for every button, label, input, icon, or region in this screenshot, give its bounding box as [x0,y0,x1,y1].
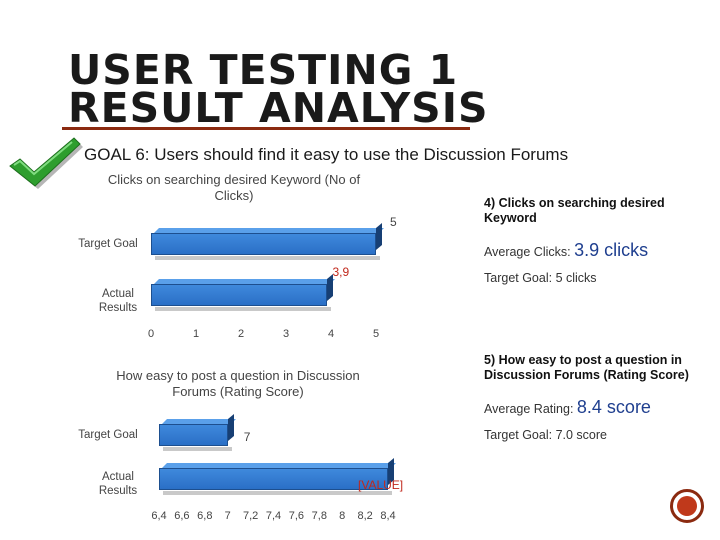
x-tick-label: 7,4 [265,510,282,522]
chart-title: How easy to post a question in Discussio… [116,368,360,399]
bar-shadow [163,447,232,451]
x-tick-label: 7,8 [311,510,327,522]
average-value: 8.4 score [576,397,651,417]
bar-shadow [155,256,380,260]
category-label-actual-results: Actual Results [98,288,138,314]
goal-text: GOAL 6: Users should find it easy to use… [84,145,569,164]
x-tick-label: 6,4 [151,510,167,522]
category-label-actual-results: Actual Results [98,471,138,497]
data-label: 3,9 [332,265,350,279]
average-label: Average Clicks: [484,245,571,259]
x-tick-label: 8,2 [357,510,373,522]
title-line-2: RESULT ANALYSIS [68,84,489,132]
x-tick-label: 4 [327,328,335,340]
target-line: Target Goal: 5 clicks [484,271,597,285]
bar-actual-results [159,457,396,490]
category-label-target-goal: Target Goal [78,429,138,441]
bar-actual-results [151,273,335,306]
x-tick-label: 7,6 [288,510,305,522]
data-label: 7 [243,430,251,444]
x-tick-label: 3 [282,328,290,340]
action-button-icon[interactable] [670,489,704,523]
chart-title: Clicks on searching desired Keyword (No … [107,172,361,203]
average-line: Average Clicks: 3.9 clicks [484,240,648,261]
bar-shadow [163,491,392,495]
result-heading: 5) How easy to post a question in Discus… [484,353,689,382]
category-label-target-goal: Target Goal [78,238,138,250]
x-tick-label: 1 [192,328,200,340]
x-tick-label: 7 [224,510,231,522]
average-value: 3.9 clicks [574,240,649,260]
x-tick-label: 2 [237,328,245,340]
title-underline [62,127,470,130]
x-tick-label: 6,6 [174,510,190,522]
checkmark-icon [9,137,83,189]
bar-target-goal [151,222,384,255]
x-tick-label: 8,4 [380,510,396,522]
title-line-1: USER TESTING 1 [68,46,459,94]
x-tick-label: 5 [372,328,380,340]
result-heading: 4) Clicks on searching desired Keyword [484,196,665,225]
average-label: Average Rating: [484,402,574,416]
target-line: Target Goal: 7.0 score [484,428,607,442]
bar-target-goal [159,413,236,446]
average-line: Average Rating: 8.4 score [484,397,651,418]
action-button-inner [677,496,697,516]
bar-shadow [155,307,331,311]
x-tick-label: 6,8 [197,510,213,522]
x-tick-label: 0 [147,328,155,340]
x-tick-label: 7,2 [242,510,259,522]
data-label: 5 [390,215,397,229]
x-tick-label: 8 [339,510,346,522]
data-label: [VALUE] [358,478,404,492]
